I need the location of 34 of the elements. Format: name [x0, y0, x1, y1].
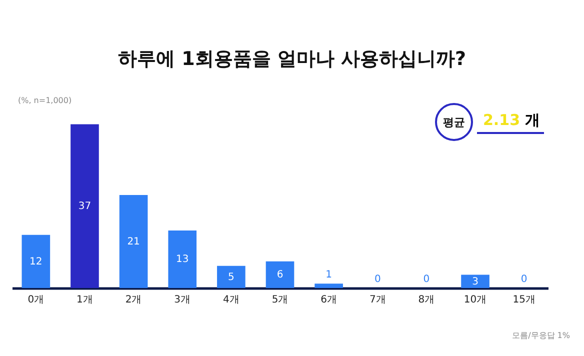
x-tick-label: 15개	[512, 294, 536, 306]
x-tick-label: 0개	[28, 294, 44, 306]
data-label: 37	[78, 201, 92, 212]
x-tick-label: 7개	[369, 294, 386, 306]
text: 모름/무응답 1%	[512, 330, 570, 341]
data-label: 21	[127, 236, 140, 248]
data-label: 3	[472, 276, 478, 288]
data-label: 0	[520, 274, 528, 285]
data-label: 12	[30, 256, 42, 268]
bar	[22, 234, 50, 288]
bar	[119, 195, 148, 288]
bar	[168, 230, 197, 288]
bar	[314, 284, 343, 288]
x-tick-label: 5개	[272, 294, 288, 306]
x-tick-label: 4개	[222, 294, 240, 306]
chart-title: 하루에 1회용품을 얼마나 사용하십니까?	[116, 47, 468, 72]
data-label: 0	[374, 274, 381, 285]
x-tick-label: 2개	[125, 294, 142, 306]
bar	[70, 124, 99, 288]
annotation: 2.13 개	[483, 110, 540, 128]
x-tick-label: 10개	[464, 294, 487, 306]
bar	[461, 274, 490, 288]
text: (%, n=1,000)	[18, 96, 72, 105]
x-tick-label: 8개	[418, 294, 435, 306]
x-tick-label: 1개	[76, 294, 93, 306]
x-tick-label: 3개	[174, 294, 191, 306]
data-label: 6	[276, 270, 284, 281]
data-label: 0	[423, 274, 430, 285]
data-label: 1	[326, 270, 332, 281]
bar	[217, 266, 246, 288]
bar	[266, 261, 294, 288]
data-label: 13	[176, 254, 189, 266]
x-tick-label: 6개	[320, 294, 338, 306]
data-label: 5	[228, 272, 234, 283]
